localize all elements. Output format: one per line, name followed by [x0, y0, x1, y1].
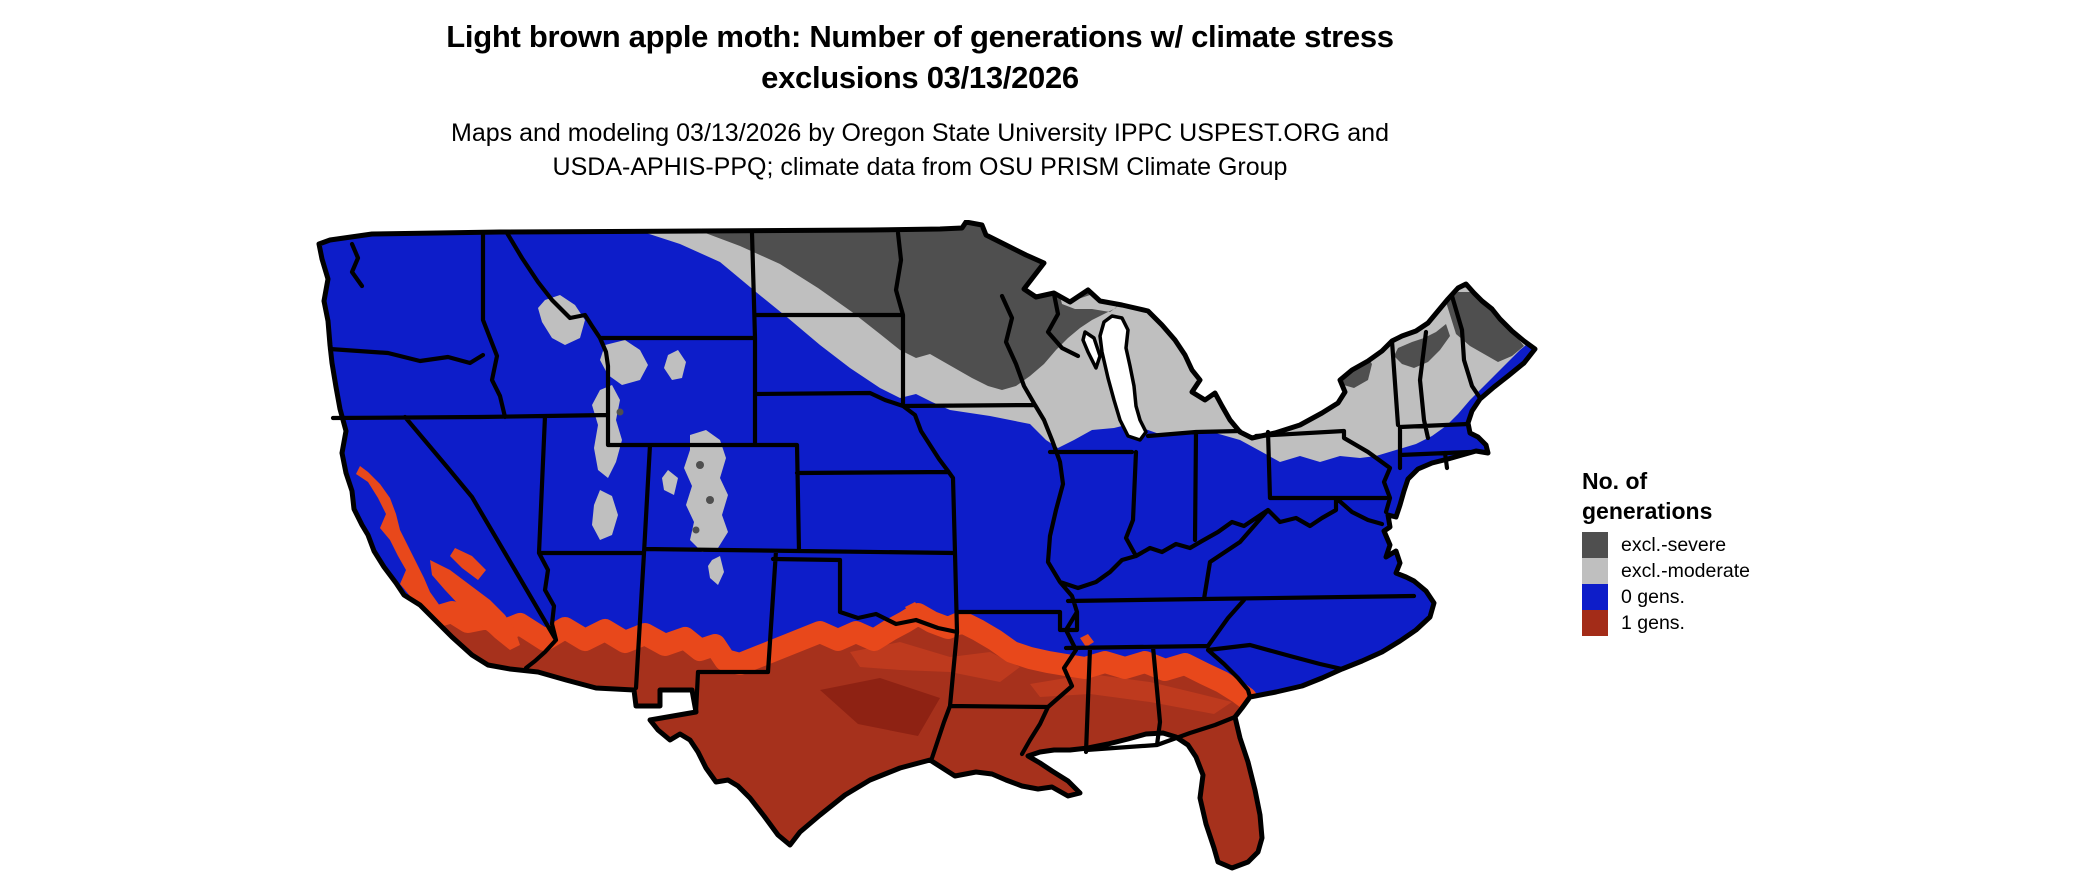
map-legend: No. of generations excl.-severe excl.-mo… [1582, 466, 1882, 636]
region-mountain-gray-patches [538, 295, 728, 585]
region-1-generation-mid-shade [850, 642, 1232, 714]
legend-swatch-excl-severe [1582, 532, 1608, 558]
legend-row-0-gens: 0 gens. [1582, 584, 1882, 610]
legend-swatch-1-gens [1582, 610, 1608, 636]
legend-label-0-gens: 0 gens. [1621, 585, 1685, 608]
subtitle-line-1: Maps and modeling 03/13/2026 by Oregon S… [451, 119, 1389, 147]
legend-title: No. of generations [1582, 466, 1882, 526]
title-line-2: exclusions 03/13/2026 [761, 60, 1079, 95]
page-title: Light brown apple moth: Number of genera… [0, 16, 1840, 98]
legend-label-1-gens: 1 gens. [1621, 611, 1685, 634]
us-generations-map [310, 220, 1560, 892]
legend-row-1-gens: 1 gens. [1582, 610, 1882, 636]
region-generation-transition [421, 601, 1257, 709]
legend-swatch-0-gens [1582, 584, 1608, 610]
legend-title-line-2: generations [1582, 498, 1713, 524]
us-map-svg [316, 220, 1538, 871]
subtitle-line-2: USDA-APHIS-PPQ; climate data from OSU PR… [552, 153, 1288, 181]
legend-row-excl-severe: excl.-severe [1582, 532, 1882, 558]
legend-title-line-1: No. of [1582, 468, 1648, 494]
legend-swatch-excl-moderate [1582, 558, 1608, 584]
us-outline [316, 220, 1538, 871]
legend-items: excl.-severe excl.-moderate 0 gens. 1 ge… [1582, 532, 1882, 636]
legend-label-excl-moderate: excl.-moderate [1621, 559, 1750, 582]
title-line-1: Light brown apple moth: Number of genera… [446, 19, 1394, 54]
map-attribution: Maps and modeling 03/13/2026 by Oregon S… [0, 116, 1840, 184]
region-1-generation-deep-shade [820, 678, 940, 736]
mountain-dark-speckles [616, 408, 714, 534]
state-borders [327, 230, 1483, 761]
legend-label-excl-severe: excl.-severe [1621, 533, 1727, 556]
legend-row-excl-moderate: excl.-moderate [1582, 558, 1882, 584]
lake-michigan [1081, 314, 1148, 442]
